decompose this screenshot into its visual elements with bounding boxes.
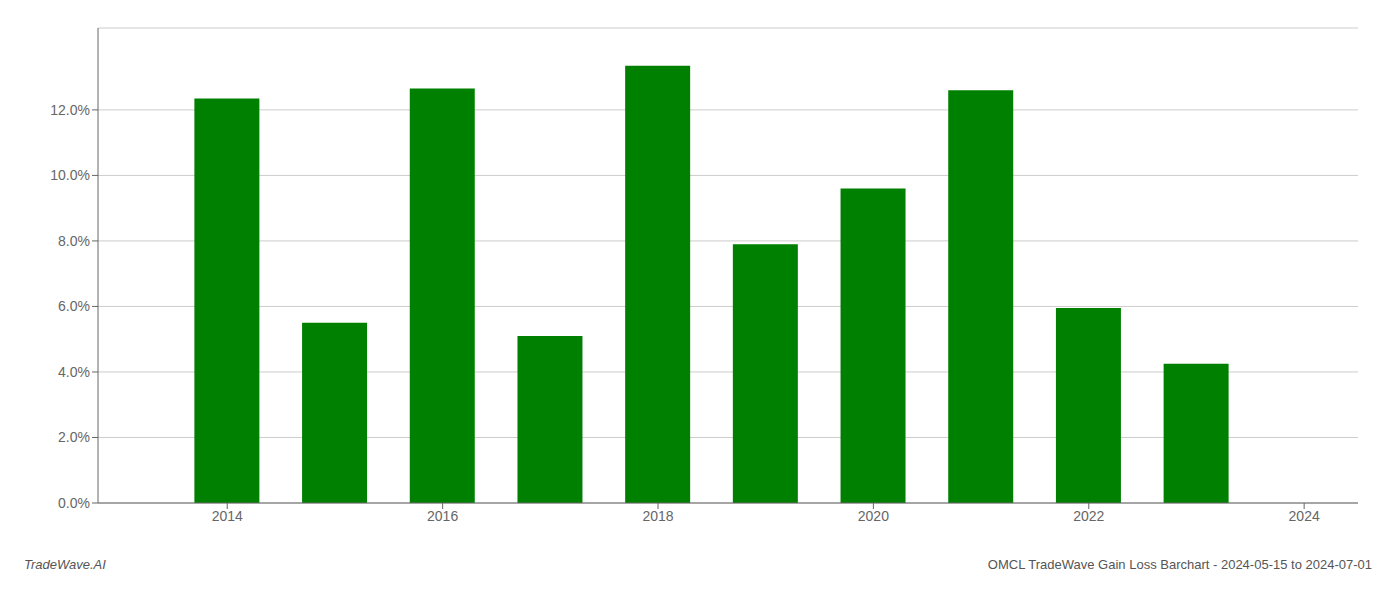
- html-text:OMCL TradeWave Gain Loss Barch: OMCL TradeWave Gain Loss Barchart - 2024…: [987, 557, 1372, 572]
- svg-text:2022: 2022: [1073, 508, 1104, 524]
- html-text:TradeWave.AI: TradeWave.AI: [24, 557, 106, 572]
- svg-text:2018: 2018: [642, 508, 673, 524]
- svg-text:10.0%: 10.0%: [50, 167, 90, 183]
- svg-text:4.0%: 4.0%: [58, 364, 90, 380]
- svg-text:2020: 2020: [858, 508, 889, 524]
- svg-text:6.0%: 6.0%: [58, 298, 90, 314]
- svg-text:8.0%: 8.0%: [58, 233, 90, 249]
- svg-text:2016: 2016: [427, 508, 458, 524]
- svg-text:0.0%: 0.0%: [58, 495, 90, 511]
- svg-text:2.0%: 2.0%: [58, 429, 90, 445]
- svg-text:2024: 2024: [1289, 508, 1320, 524]
- svg-text:2014: 2014: [212, 508, 243, 524]
- svg-text:12.0%: 12.0%: [50, 102, 90, 118]
